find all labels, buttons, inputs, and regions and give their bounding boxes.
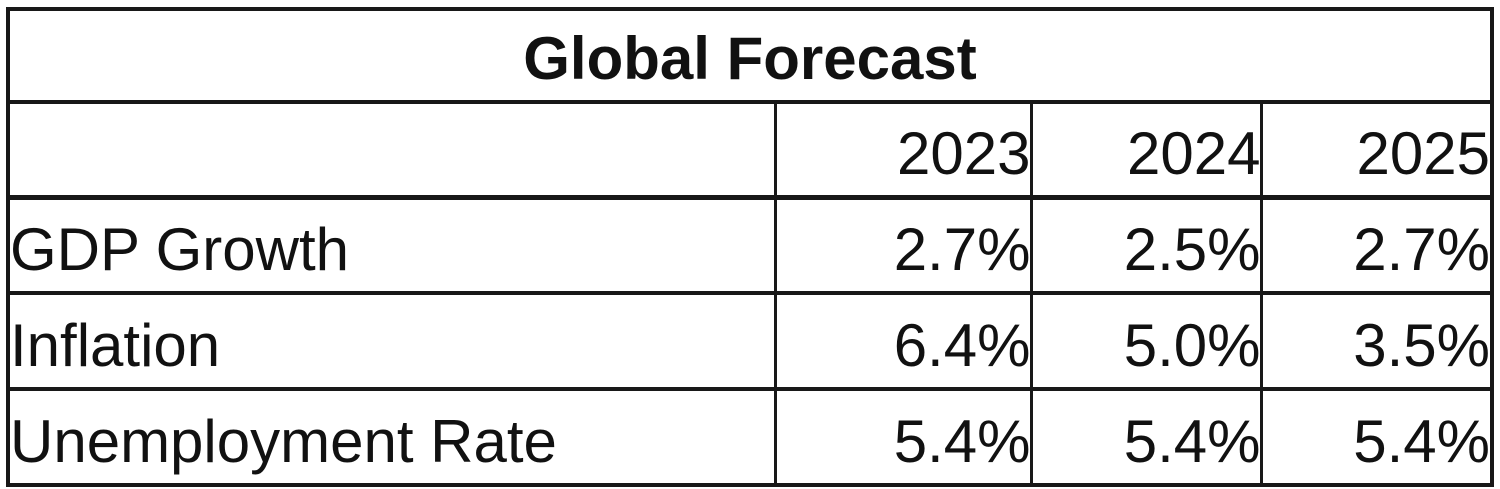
table-title: Global Forecast xyxy=(6,7,1494,104)
inflation-2024: 5.0% xyxy=(1030,291,1264,391)
unemployment-rate-2025: 5.4% xyxy=(1260,387,1494,487)
inflation-2023: 6.4% xyxy=(773,291,1034,391)
unemployment-rate-2024: 5.4% xyxy=(1030,387,1264,487)
forecast-table: Global Forecast 2023 2024 2025 GDP Growt… xyxy=(6,7,1494,487)
row-label-unemployment-rate: Unemployment Rate xyxy=(6,387,777,487)
row-label-gdp-growth: GDP Growth xyxy=(6,195,777,295)
year-header-2025: 2025 xyxy=(1260,100,1494,200)
year-header-row: 2023 2024 2025 xyxy=(6,100,1494,200)
gdp-growth-2023: 2.7% xyxy=(773,195,1034,295)
unemployment-rate-2023: 5.4% xyxy=(773,387,1034,487)
row-label-inflation: Inflation xyxy=(6,291,777,391)
title-row: Global Forecast xyxy=(6,7,1494,104)
gdp-growth-2024: 2.5% xyxy=(1030,195,1264,295)
table-row-unemployment-rate: Unemployment Rate 5.4% 5.4% 5.4% xyxy=(6,387,1494,487)
table-row-gdp-growth: GDP Growth 2.7% 2.5% 2.7% xyxy=(6,195,1494,295)
table-row-inflation: Inflation 6.4% 5.0% 3.5% xyxy=(6,291,1494,391)
inflation-2025: 3.5% xyxy=(1260,291,1494,391)
gdp-growth-2025: 2.7% xyxy=(1260,195,1494,295)
empty-corner-cell xyxy=(6,100,777,200)
year-header-2023: 2023 xyxy=(773,100,1034,200)
year-header-2024: 2024 xyxy=(1030,100,1264,200)
